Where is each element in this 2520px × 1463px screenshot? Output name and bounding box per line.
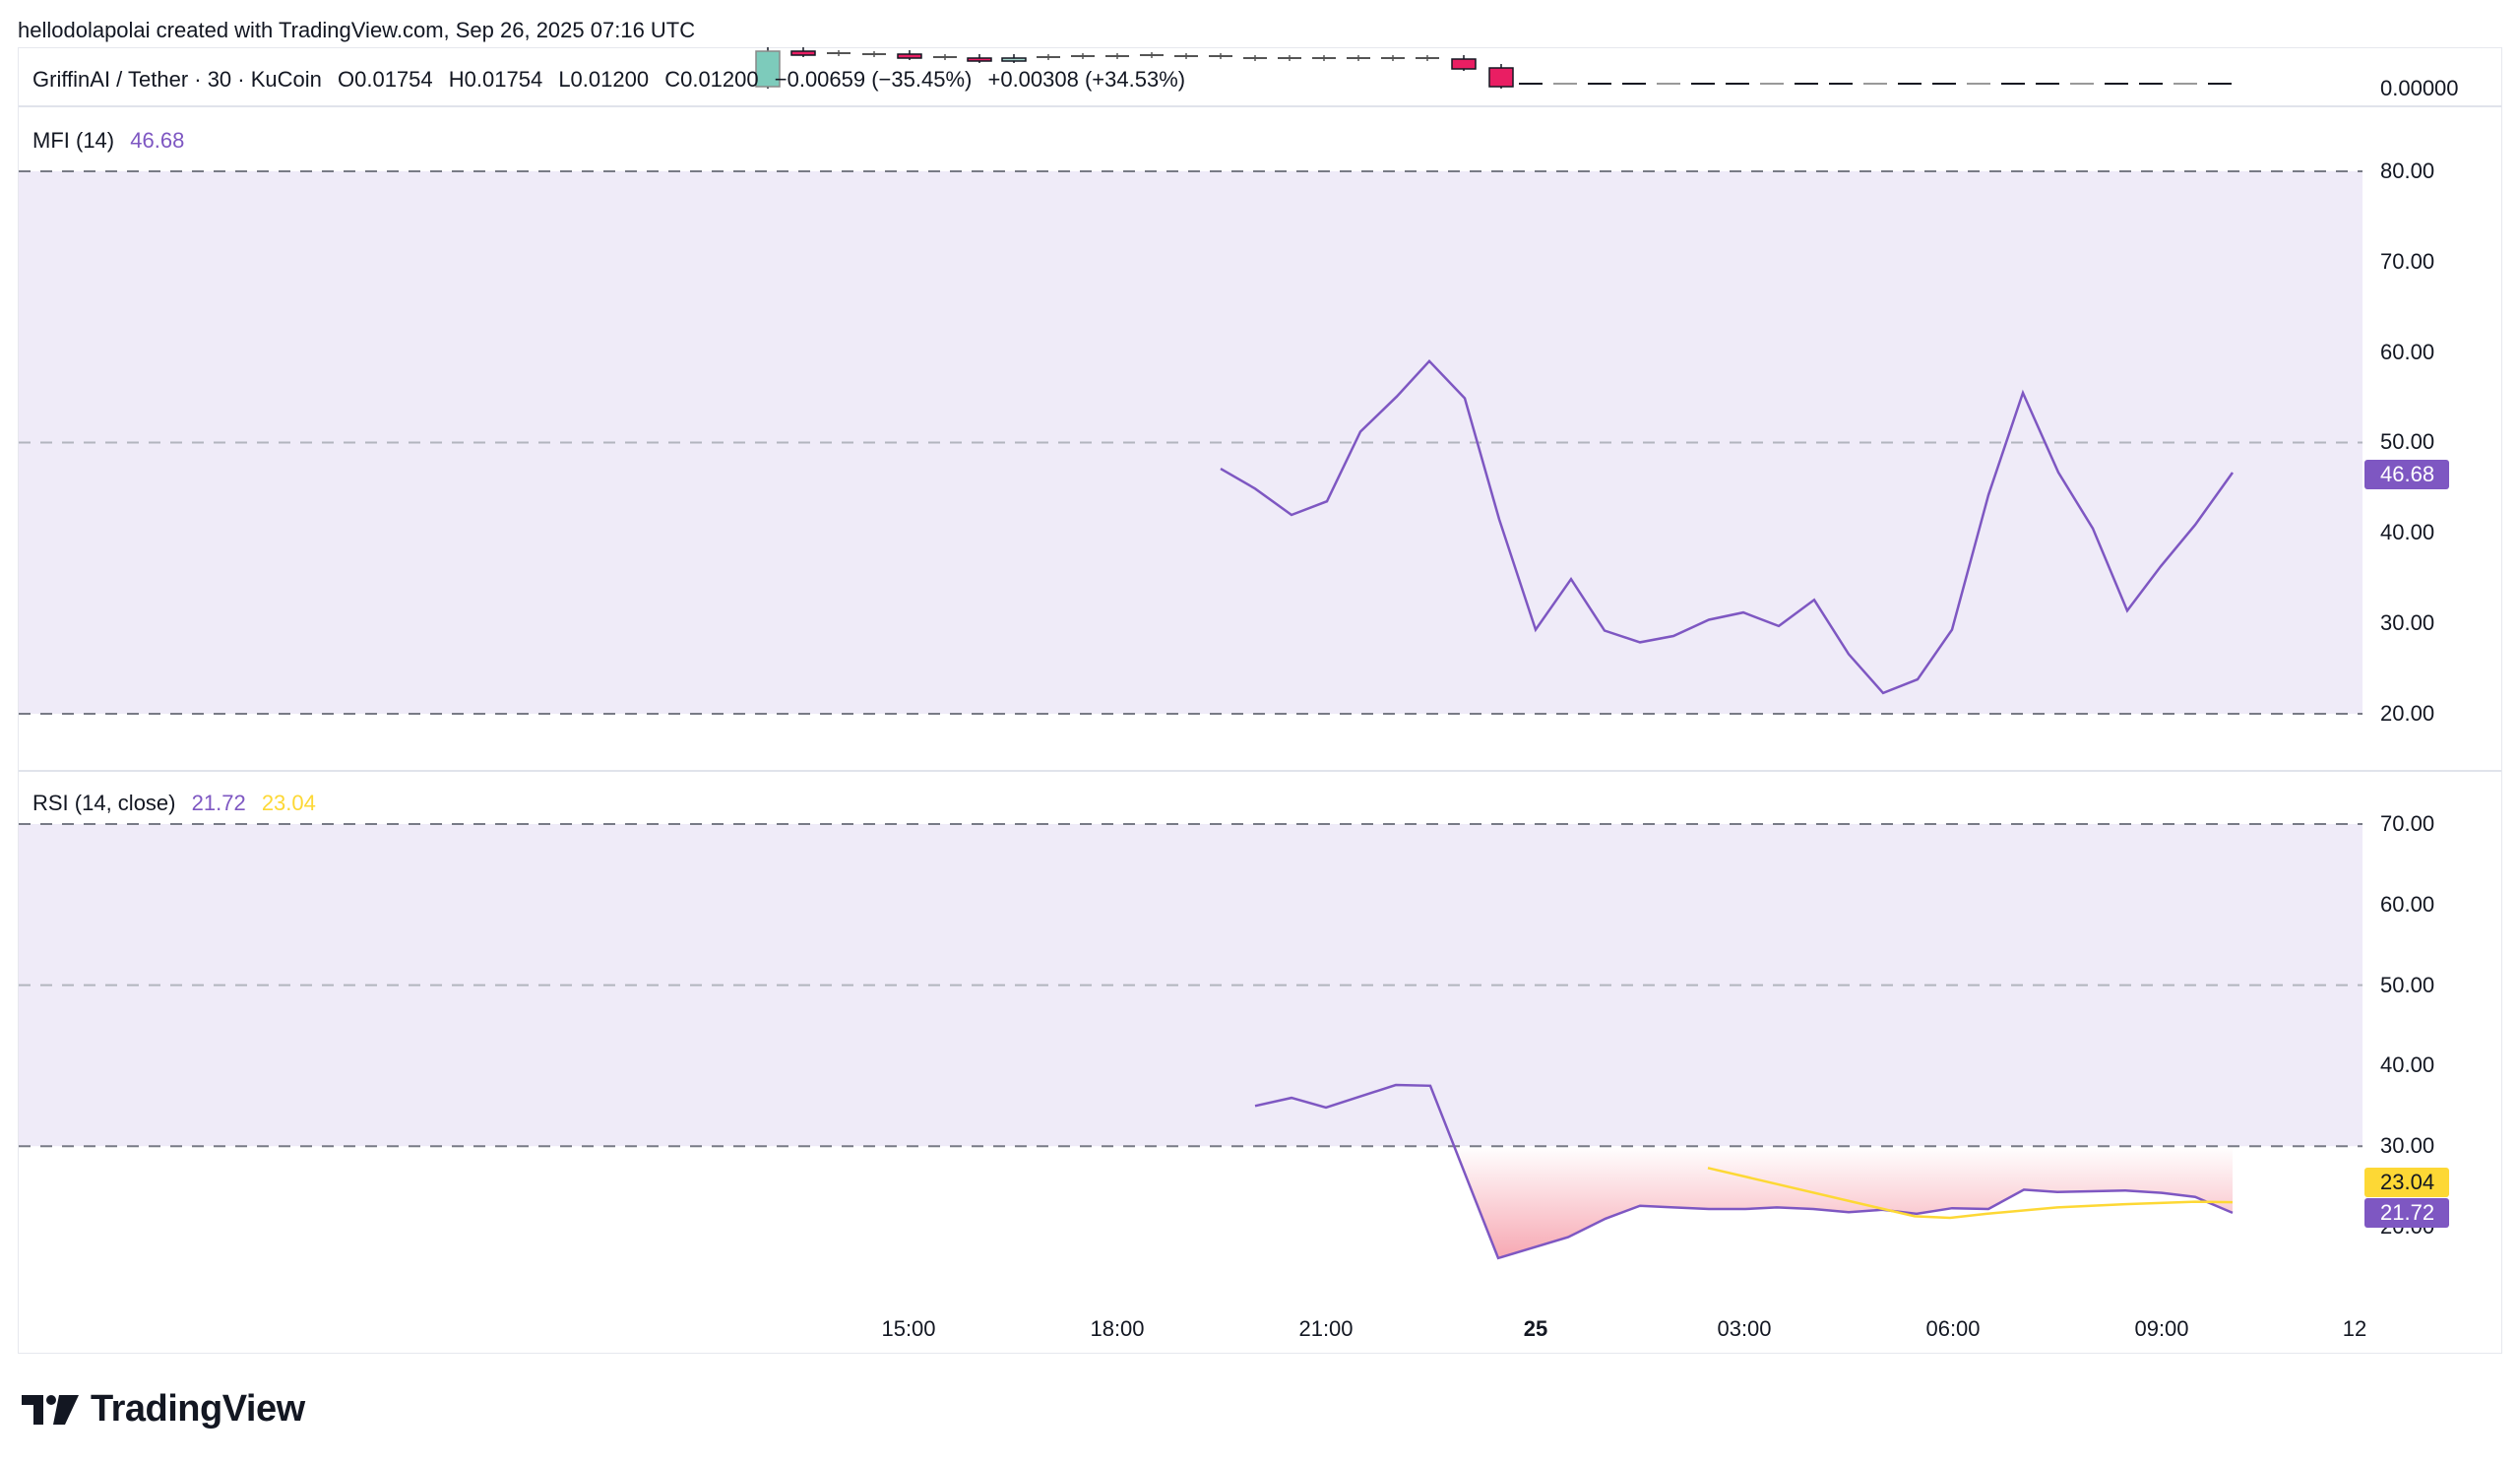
rsi-line <box>1254 1083 2234 1260</box>
change2-value: +0.00308 (+34.53%) <box>987 67 1186 92</box>
rsi-axis-tick: 40.00 <box>2380 1052 2435 1078</box>
rsi-legend: RSI (14, close) 21.72 23.04 <box>32 791 326 816</box>
candle-body <box>1001 57 1027 62</box>
rsi-oversold-fill <box>1454 1146 2233 1258</box>
rsi-axis-tick: 50.00 <box>2380 972 2435 997</box>
rsi-value: 21.72 <box>191 791 246 815</box>
candle-body <box>1451 58 1477 70</box>
candle-body <box>790 50 816 56</box>
time-axis-tick: 25 <box>1523 1316 1548 1341</box>
time-axis-tick: 09:00 <box>2134 1316 2189 1341</box>
mfi-line <box>1220 358 2235 695</box>
mfi-legend: MFI (14) 46.68 <box>32 128 194 154</box>
mfi-axis-tick: 50.00 <box>2380 429 2435 455</box>
close-value: C0.01200 <box>664 67 759 92</box>
rsi-axis-tick: 60.00 <box>2380 891 2435 917</box>
mfi-title[interactable]: MFI (14) <box>32 128 115 153</box>
rsi-value-badge: 21.72 <box>2364 1198 2449 1228</box>
rsi-ma-value: 23.04 <box>261 791 316 815</box>
candle-body <box>967 57 992 62</box>
rsi-axis-tick: 70.00 <box>2380 811 2435 836</box>
mfi-axis-tick: 30.00 <box>2380 610 2435 636</box>
mfi-value: 46.68 <box>130 128 185 153</box>
symbol-title[interactable]: GriffinAI / Tether · 30 · KuCoin <box>32 67 322 92</box>
candle-body <box>755 50 781 88</box>
mfi-axis-tick: 20.00 <box>2380 700 2435 726</box>
tradingview-logo[interactable]: TradingView <box>22 1388 305 1431</box>
rsi-title[interactable]: RSI (14, close) <box>32 791 176 815</box>
candle-body <box>897 53 922 59</box>
price-axis-label: 0.00000 <box>2380 76 2459 100</box>
rsi-ma-line <box>1707 1167 2234 1220</box>
mfi-axis-tick: 60.00 <box>2380 339 2435 364</box>
time-axis-tick: 12 <box>2342 1316 2367 1341</box>
change-value: −0.00659 (−35.45%) <box>774 67 973 92</box>
chart-frame <box>18 47 2502 1354</box>
time-axis-tick: 06:00 <box>1925 1316 1981 1341</box>
mfi-axis-tick: 40.00 <box>2380 520 2435 545</box>
rsi-axis-tick: 30.00 <box>2380 1133 2435 1159</box>
open-value: O0.01754 <box>338 67 433 92</box>
tradingview-logo-icon <box>22 1394 79 1425</box>
rsi-ma-badge: 23.04 <box>2364 1168 2449 1197</box>
mfi-axis-tick: 80.00 <box>2380 159 2435 183</box>
time-axis-tick: 03:00 <box>1717 1316 1772 1341</box>
mfi-value-badge: 46.68 <box>2364 460 2449 489</box>
tradingview-logo-text: TradingView <box>91 1388 305 1430</box>
high-value: H0.01754 <box>448 67 543 92</box>
time-axis-tick: 21:00 <box>1298 1316 1354 1341</box>
time-axis-tick: 18:00 <box>1090 1316 1145 1341</box>
low-value: L0.01200 <box>558 67 650 92</box>
main-legend: GriffinAI / Tether · 30 · KuCoin O0.0175… <box>32 67 1195 93</box>
chart-credit: hellodolapolai created with TradingView.… <box>18 18 696 42</box>
time-axis-tick: 15:00 <box>881 1316 936 1341</box>
candle-body <box>1488 67 1514 88</box>
mfi-axis-tick: 70.00 <box>2380 248 2435 274</box>
